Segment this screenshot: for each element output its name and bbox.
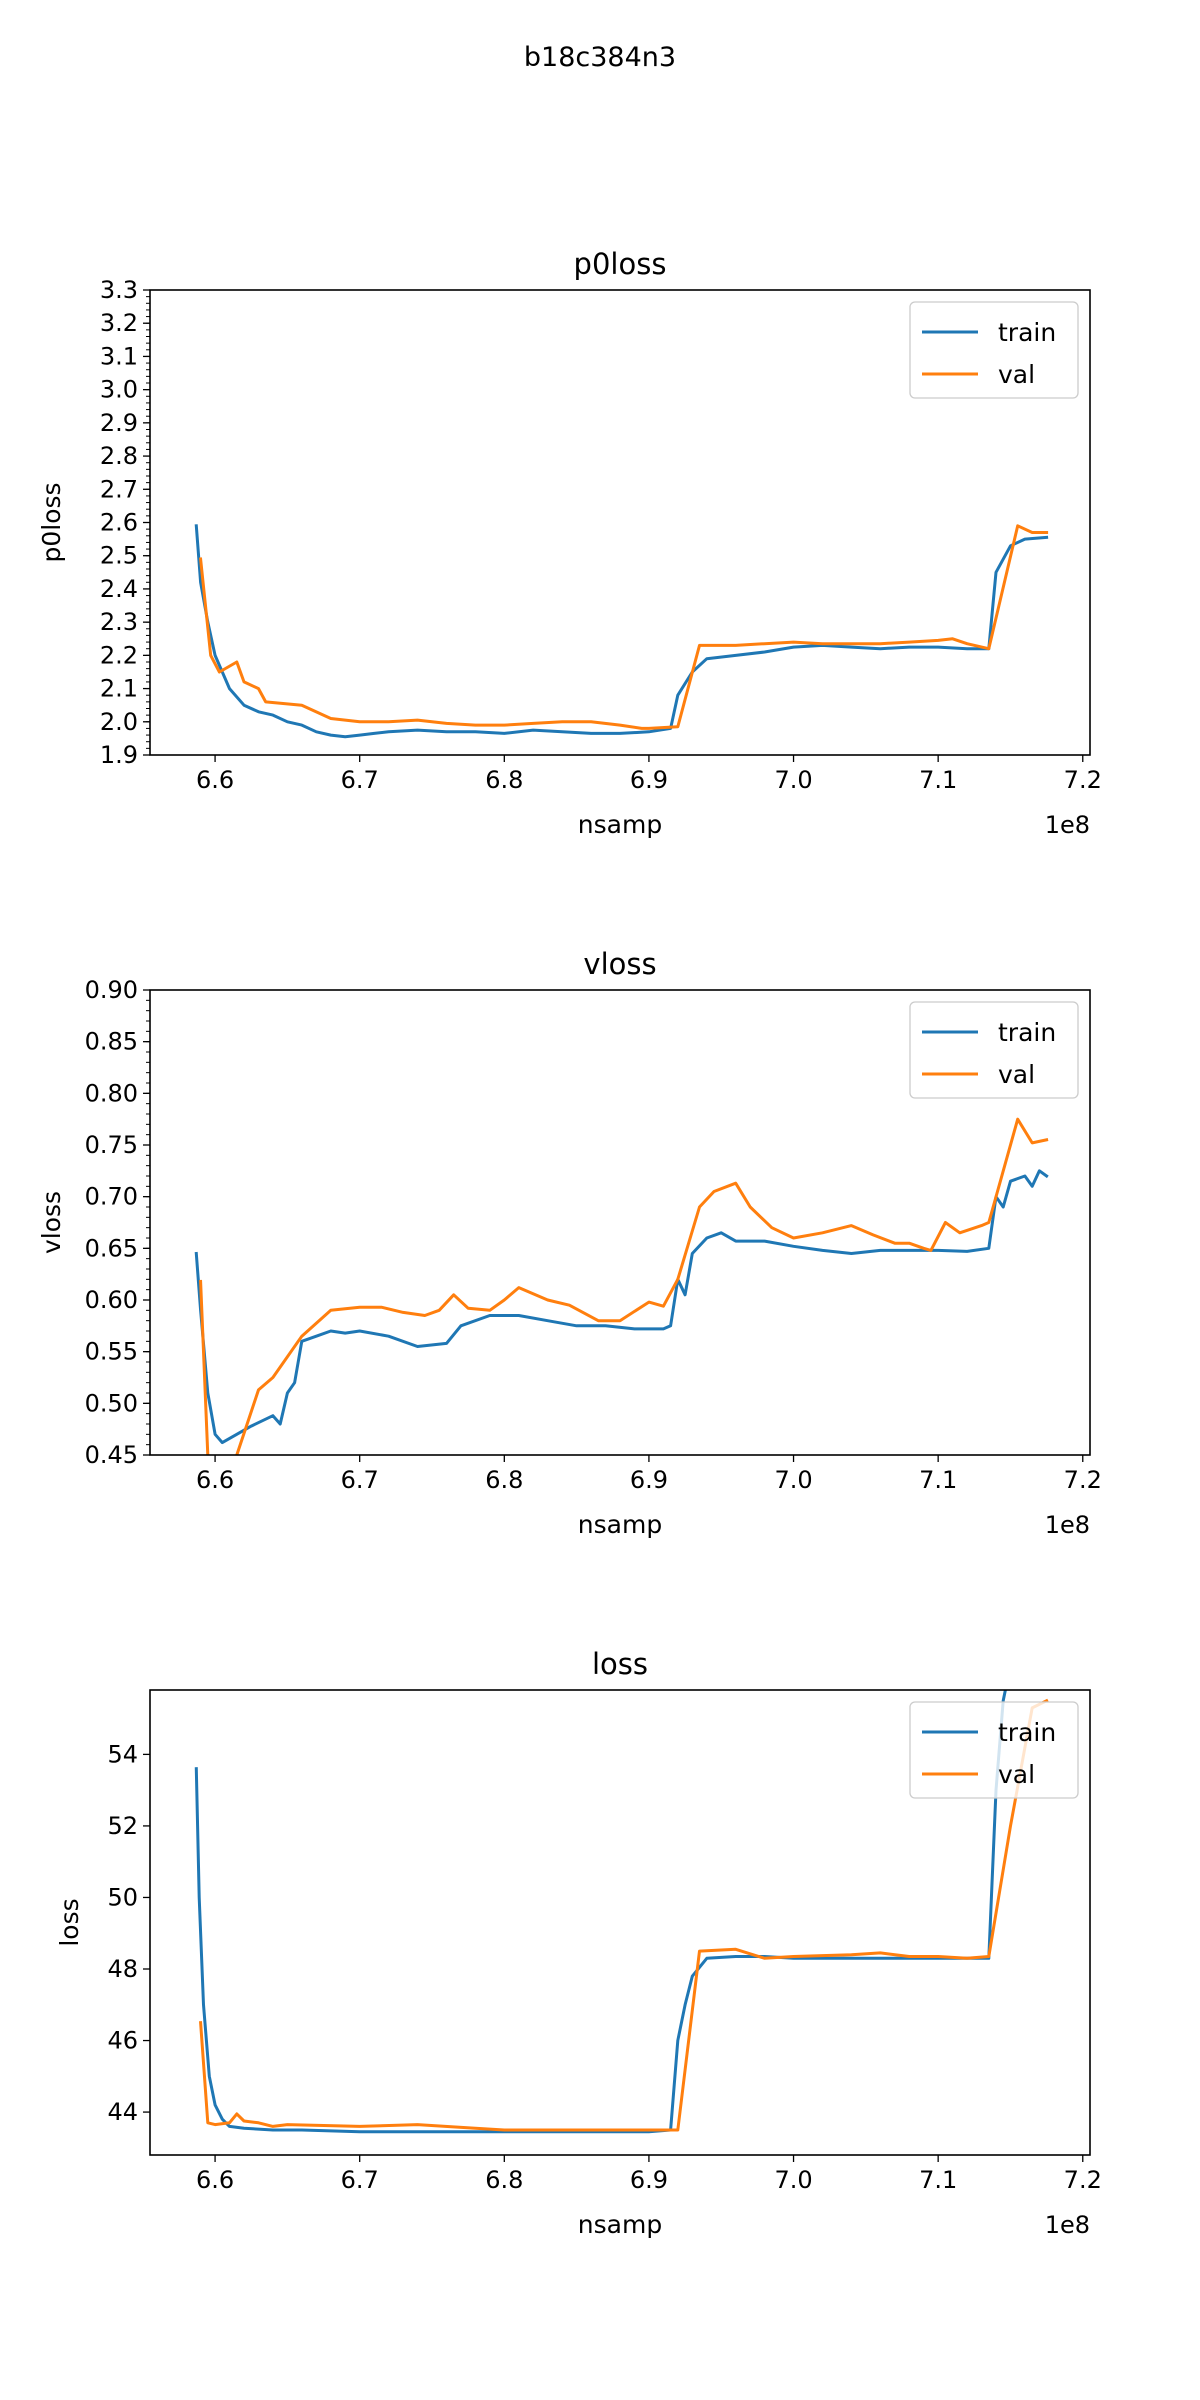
y-tick-label: 0.55 (85, 1338, 138, 1366)
y-tick-label: 44 (107, 2098, 138, 2126)
x-tick-label: 6.8 (485, 766, 523, 794)
axes-frame (149, 989, 1091, 1456)
subplot-title: vloss (583, 947, 656, 981)
y-tick-label: 3.0 (100, 376, 138, 404)
x-tick-label: 7.2 (1064, 2166, 1102, 2194)
x-tick-label: 6.6 (196, 1466, 234, 1494)
series-line-val (198, 524, 1049, 730)
x-tick-label: 7.0 (774, 1466, 812, 1494)
y-tick-label: 2.3 (100, 608, 138, 636)
legend: train val (909, 1001, 1079, 1099)
x-axis-label: nsamp (578, 810, 662, 839)
y-tick-label: 1.9 (100, 741, 138, 769)
x-tick-label: 6.7 (341, 1466, 379, 1494)
y-tick-label: 0.90 (85, 976, 138, 1004)
legend-label-train: train (998, 1018, 1056, 1047)
y-axis-label: vloss (37, 1191, 66, 1254)
series-line-train (194, 524, 1049, 739)
legend-label-train: train (998, 1718, 1056, 1747)
y-tick-label: 2.5 (100, 542, 138, 570)
legend-label-val: val (998, 1760, 1035, 1789)
y-tick-label: 0.75 (85, 1131, 138, 1159)
axes-frame (149, 1689, 1091, 2156)
y-tick-label: 0.60 (85, 1286, 138, 1314)
y-tick-label: 52 (107, 1812, 138, 1840)
y-tick-label: 2.7 (100, 475, 138, 503)
figure-title: b18c384n3 (523, 42, 677, 73)
series-line-train (194, 1169, 1049, 1445)
x-tick-label: 6.6 (196, 2166, 234, 2194)
plot-area (194, 1690, 1049, 2134)
x-axis-label: nsamp (578, 2210, 662, 2239)
plot-area (194, 1117, 1049, 1455)
y-tick-label: 3.1 (100, 342, 138, 370)
x-tick-label: 7.1 (919, 2166, 957, 2194)
y-tick-label: 2.0 (100, 708, 138, 736)
subplot-vloss: 6.6 6.7 6.8 6.9 7.0 7.1 7.2 0.45 0.50 0.55 0.60 0.6… (37, 947, 1102, 1539)
x-tick-label: 6.7 (341, 766, 379, 794)
legend-box (909, 1701, 1079, 1799)
y-axis-label: loss (55, 1898, 84, 1946)
subplot-title: p0loss (574, 247, 667, 281)
legend-label-val: val (998, 360, 1035, 389)
y-tick-label: 2.6 (100, 509, 138, 537)
x-tick-label: 6.9 (630, 1466, 668, 1494)
legend: train val (909, 301, 1079, 399)
x-axis-label: nsamp (578, 1510, 662, 1539)
y-tick-label: 2.8 (100, 442, 138, 470)
y-tick-label: 2.2 (100, 641, 138, 669)
y-tick-label: 0.70 (85, 1183, 138, 1211)
x-offset-label: 1e8 (1045, 811, 1090, 839)
y-tick-label: 46 (107, 2027, 138, 2055)
x-tick-label: 7.1 (919, 1466, 957, 1494)
y-tick-label: 0.65 (85, 1234, 138, 1262)
legend-box (909, 1001, 1079, 1099)
y-tick-label: 3.2 (100, 309, 138, 337)
subplot-title: loss (592, 1647, 648, 1681)
series-line-val (199, 1117, 1049, 1455)
y-tick-label: 3.3 (100, 276, 138, 304)
plot-area (194, 524, 1049, 739)
x-offset-label: 1e8 (1045, 1511, 1090, 1539)
series-line-val (198, 1698, 1049, 2132)
y-tick-label: 54 (107, 1740, 138, 1768)
y-axis-label: p0loss (37, 482, 66, 562)
y-tick-label: 2.9 (100, 409, 138, 437)
legend-label-train: train (998, 318, 1056, 347)
x-tick-label: 7.2 (1064, 766, 1102, 794)
legend: train val (909, 1701, 1079, 1799)
x-tick-label: 7.2 (1064, 1466, 1102, 1494)
subplot-p0loss: 6.6 6.7 6.8 6.9 7.0 7.1 7.2 1.9 2.0 2.1 2.2 2.3 2.4 2… (37, 247, 1102, 839)
x-tick-label: 7.1 (919, 766, 957, 794)
x-tick-label: 6.8 (485, 1466, 523, 1494)
y-tick-label: 0.80 (85, 1079, 138, 1107)
x-tick-label: 7.0 (774, 2166, 812, 2194)
x-tick-label: 7.0 (774, 766, 812, 794)
x-tick-label: 6.9 (630, 2166, 668, 2194)
x-tick-label: 6.8 (485, 2166, 523, 2194)
y-tick-label: 2.4 (100, 575, 138, 603)
x-tick-label: 6.9 (630, 766, 668, 794)
y-tick-label: 0.50 (85, 1389, 138, 1417)
y-tick-label: 50 (107, 1883, 138, 1911)
series-line-train (194, 1690, 1007, 2134)
subplot-loss: 6.6 6.7 6.8 6.9 7.0 7.1 7.2 44 46 48 50 52 54 loss nsa… (55, 1647, 1102, 2239)
x-tick-label: 6.7 (341, 2166, 379, 2194)
y-tick-label: 48 (107, 1955, 138, 1983)
legend-box (909, 301, 1079, 399)
legend-label-val: val (998, 1060, 1035, 1089)
x-tick-label: 6.6 (196, 766, 234, 794)
y-tick-label: 0.45 (85, 1441, 138, 1469)
x-offset-label: 1e8 (1045, 2211, 1090, 2239)
y-tick-label: 2.1 (100, 675, 138, 703)
y-tick-label: 0.85 (85, 1028, 138, 1056)
